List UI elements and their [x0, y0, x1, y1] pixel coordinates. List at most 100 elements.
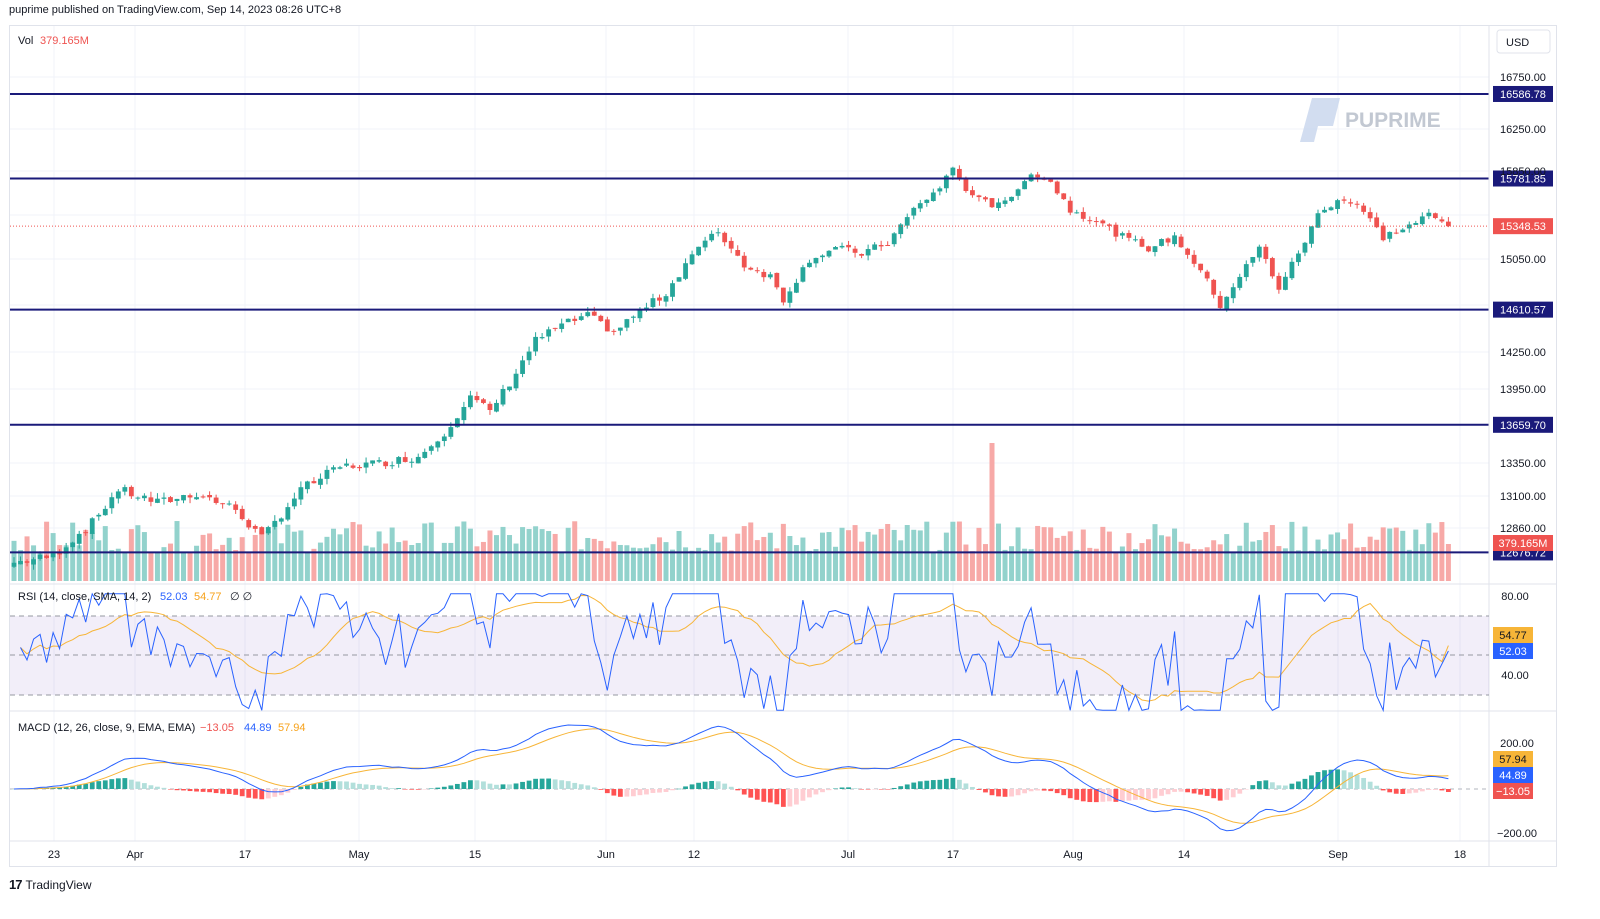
macd-histogram-bar — [1067, 789, 1073, 799]
macd-histogram-bar — [963, 783, 969, 789]
candle-body — [311, 481, 317, 484]
macd-histogram-bar — [696, 782, 701, 789]
macd-histogram-bar — [291, 789, 297, 790]
volume-bar — [1106, 531, 1112, 581]
candle-body — [135, 497, 141, 499]
macd-histogram-bar — [454, 783, 460, 789]
candle-body — [1276, 275, 1282, 290]
volume-bar — [344, 528, 350, 581]
candle-body — [226, 503, 232, 505]
macd-histogram-bar — [794, 789, 799, 805]
candle-body — [83, 532, 89, 534]
macd-histogram-bar — [585, 785, 591, 789]
volume-bar — [1009, 546, 1015, 581]
candle-body — [617, 327, 623, 331]
candle-body — [943, 175, 949, 189]
macd-histogram-bar — [513, 783, 519, 789]
candle-body — [1159, 239, 1164, 246]
volume-bar — [1198, 549, 1204, 581]
chart-frame[interactable] — [9, 25, 1557, 867]
candle-body — [1341, 199, 1347, 201]
volume-bar — [1250, 541, 1256, 581]
macd-histogram-bar — [331, 781, 336, 789]
macd-histogram-bar — [983, 789, 988, 793]
candle-body — [572, 318, 578, 321]
macd-histogram-bar — [728, 786, 734, 789]
candle-body — [1446, 221, 1451, 227]
volume-bar — [963, 544, 969, 581]
macd-histogram-bar — [135, 781, 141, 789]
candle-body — [1269, 258, 1275, 277]
candle-body — [644, 307, 649, 310]
macd-histogram-bar — [246, 789, 252, 798]
macd-histogram-bar — [181, 789, 186, 791]
macd-histogram-bar — [1015, 789, 1021, 796]
macd-histogram-bar — [898, 786, 904, 789]
time-axis-label: Sep — [1328, 849, 1348, 861]
candle-body — [963, 179, 969, 191]
volume-bar — [383, 543, 389, 581]
volume-bar — [154, 552, 160, 581]
time-axis-label: Apr — [126, 849, 143, 861]
macd-histogram-bar — [976, 789, 982, 790]
volume-bar — [435, 552, 441, 581]
candle-body — [761, 271, 767, 278]
volume-bar — [839, 527, 845, 581]
macd-histogram-bar — [748, 789, 754, 798]
candle-body — [1380, 225, 1386, 241]
volume-bar — [1387, 528, 1393, 581]
currency-button[interactable] — [1496, 29, 1551, 54]
volume-bar — [448, 542, 454, 581]
macd-histogram-bar — [142, 783, 147, 789]
candle-body — [663, 296, 669, 302]
macd-histogram-bar — [1374, 785, 1380, 789]
candle-body — [1048, 179, 1054, 182]
rsi-axis-label: 40.00 — [1501, 670, 1529, 682]
macd-histogram-bar — [1041, 789, 1047, 791]
candle-body — [996, 202, 1001, 209]
macd-histogram-bar — [1243, 789, 1249, 790]
candle-body — [1191, 254, 1197, 264]
macd-histogram-bar — [1335, 769, 1340, 789]
candle-body — [1113, 224, 1119, 237]
candle-body — [533, 336, 538, 352]
volume-bar — [487, 530, 493, 581]
volume-bar — [696, 547, 702, 581]
macd-histogram-bar — [1276, 785, 1282, 789]
price-axis-label: 13350.00 — [1500, 458, 1546, 470]
candle-body — [500, 388, 506, 405]
candle-body — [826, 250, 832, 257]
macd-histogram-bar — [1185, 789, 1190, 793]
macd-histogram-bar — [1237, 789, 1243, 794]
macd-lines: 57.94 44.89 −13.05 — [11, 724, 1533, 832]
candle-body — [1178, 236, 1184, 248]
macd-histogram-bar — [1354, 774, 1360, 789]
macd-histogram-bar — [670, 789, 675, 791]
price-axis-label: 13100.00 — [1500, 491, 1546, 503]
macd-histogram-bar — [89, 782, 95, 789]
grid-lines — [10, 26, 1489, 841]
volume-bar — [115, 548, 121, 581]
macd-histogram-bar — [1139, 789, 1145, 800]
candle-body — [774, 272, 780, 288]
candle-body — [891, 233, 897, 245]
candle-body — [526, 351, 532, 361]
candle-body — [1302, 242, 1308, 253]
volume-bar — [865, 531, 871, 581]
candle-body — [748, 267, 754, 270]
macd-histogram-bar — [1263, 780, 1269, 789]
macd-histogram-bar — [943, 778, 949, 789]
macd-histogram-bar — [1087, 789, 1093, 803]
candle-body — [631, 316, 636, 318]
candle-body — [331, 467, 336, 470]
macd-line — [13, 724, 1449, 832]
volume-bar — [96, 540, 102, 581]
macd-histogram-bar — [1165, 789, 1171, 795]
candle-body — [898, 224, 904, 235]
volume-bar — [122, 552, 128, 581]
volume-bar — [728, 550, 734, 581]
macd-histogram-bar — [507, 784, 512, 789]
price-axis-label: 16750.00 — [1500, 72, 1546, 84]
macd-histogram-bar — [715, 781, 721, 789]
